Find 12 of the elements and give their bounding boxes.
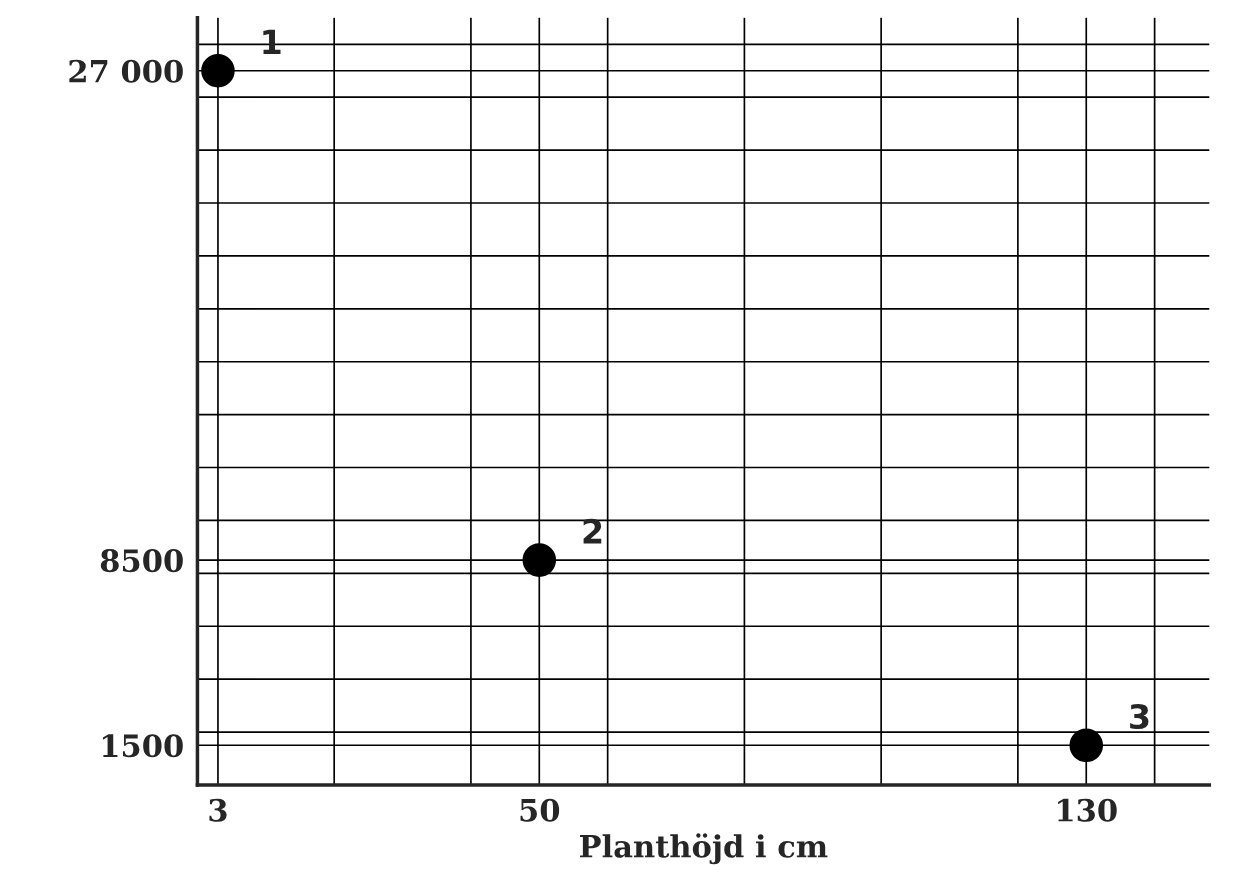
annotation: 3 [1130, 703, 1149, 730]
point [1069, 728, 1104, 763]
annotation: 2 [583, 518, 602, 544]
y-tick-label: 8500 [100, 549, 183, 573]
y-tick-label: 1500 [102, 734, 183, 758]
x-tick-label: 50 [520, 798, 560, 822]
x-axis-title: Planthöjd i cm [580, 833, 828, 865]
point [522, 543, 557, 577]
y-tick-label: 27 000 [69, 59, 183, 83]
x-tick-label: 3 [209, 798, 227, 822]
point [201, 53, 235, 88]
x-tick-label: 130 [1058, 798, 1117, 822]
